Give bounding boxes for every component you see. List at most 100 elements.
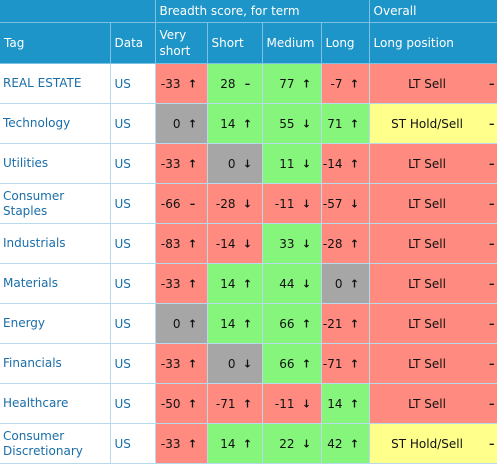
position-label: LT Sell bbox=[408, 396, 446, 411]
table-row[interactable]: Financials US -33 ↑ 0 ↓ 66 ↑ -71 ↑ LT Sell – bbox=[0, 343, 497, 384]
arrow-up-icon: ↑ bbox=[349, 237, 360, 250]
score-value: 14 bbox=[220, 116, 236, 131]
score-value: -66 bbox=[160, 196, 181, 211]
very-short-column-header[interactable]: Very short bbox=[155, 22, 208, 64]
short-score-cell: -71 ↑ bbox=[207, 383, 263, 424]
score-value: -14 bbox=[322, 156, 343, 171]
long-position-column-header[interactable]: Long position bbox=[369, 22, 497, 64]
sector-tag[interactable]: Financials bbox=[0, 343, 111, 384]
table-row[interactable]: Industrials US -83 ↑ -14 ↓ 33 ↓ -28 ↑ LT Sell – bbox=[0, 223, 497, 264]
arrow-up-icon: ↑ bbox=[349, 437, 360, 450]
sector-tag[interactable]: Technology bbox=[0, 103, 111, 144]
score-value: -28 bbox=[322, 236, 343, 251]
medium-column-header[interactable]: Medium bbox=[262, 22, 322, 64]
arrow-up-icon: ↑ bbox=[187, 277, 198, 290]
arrow-up-icon: ↑ bbox=[187, 77, 198, 90]
long-position-cell: LT Sell – bbox=[369, 183, 497, 224]
score-value: 0 bbox=[172, 116, 181, 131]
arrow-down-icon: ↓ bbox=[301, 277, 312, 290]
sector-tag[interactable]: Energy bbox=[0, 303, 111, 344]
arrow-down-icon: ↓ bbox=[242, 237, 253, 250]
very-short-score-cell: -33 ↑ bbox=[155, 343, 208, 384]
score-value: -33 bbox=[160, 76, 181, 91]
score-value: -33 bbox=[160, 276, 181, 291]
very-short-score-cell: -66– bbox=[155, 183, 208, 224]
dash-icon: – bbox=[489, 397, 495, 410]
long-score-cell: -7 ↑ bbox=[321, 63, 370, 104]
table-row[interactable]: Consumer Staples US -66– -28 ↓ -11 ↓ -57 ↓ LT Sel… bbox=[0, 183, 497, 224]
data-column-header[interactable]: Data bbox=[110, 22, 156, 64]
table-row[interactable]: Healthcare US -50 ↑ -71 ↑ -11 ↓ 14 ↑ LT Sell – bbox=[0, 383, 497, 424]
score-value: 14 bbox=[220, 276, 236, 291]
table-row[interactable]: Energy US 0 ↑ 14 ↑ 66 ↑ -21 ↑ LT Sell – bbox=[0, 303, 497, 344]
score-value: -71 bbox=[322, 356, 343, 371]
sector-tag[interactable]: Healthcare bbox=[0, 383, 111, 424]
long-position-cell: LT Sell – bbox=[369, 303, 497, 344]
data-region: US bbox=[110, 343, 156, 384]
score-value: 14 bbox=[220, 316, 236, 331]
medium-score-cell: 33 ↓ bbox=[262, 223, 322, 264]
long-score-cell: -21 ↑ bbox=[321, 303, 370, 344]
overall-group-header: Overall bbox=[369, 0, 497, 23]
arrow-up-icon: ↑ bbox=[349, 317, 360, 330]
dash-icon: – bbox=[244, 77, 251, 90]
dash-icon: – bbox=[489, 157, 495, 170]
tag-column-header[interactable]: Tag bbox=[0, 22, 111, 64]
table-row[interactable]: REAL ESTATE US -33 ↑ 28–77 ↑ -7 ↑ LT Sell – bbox=[0, 63, 497, 104]
sector-tag[interactable]: Industrials bbox=[0, 223, 111, 264]
arrow-down-icon: ↓ bbox=[301, 397, 312, 410]
sector-tag[interactable]: Utilities bbox=[0, 143, 111, 184]
medium-score-cell: 11 ↓ bbox=[262, 143, 322, 184]
long-score-cell: 14 ↑ bbox=[321, 383, 370, 424]
score-value: -21 bbox=[322, 316, 343, 331]
sector-tag[interactable]: Materials bbox=[0, 263, 111, 304]
score-value: 14 bbox=[220, 436, 236, 451]
very-short-score-cell: 0 ↑ bbox=[155, 103, 208, 144]
very-short-score-cell: -33 ↑ bbox=[155, 263, 208, 304]
dash-icon: – bbox=[489, 77, 495, 90]
medium-score-cell: 55 ↓ bbox=[262, 103, 322, 144]
long-score-cell: -14 ↑ bbox=[321, 143, 370, 184]
data-region: US bbox=[110, 263, 156, 304]
score-value: 66 bbox=[279, 316, 295, 331]
long-column-header[interactable]: Long bbox=[321, 22, 370, 64]
long-position-cell: LT Sell – bbox=[369, 343, 497, 384]
long-score-cell: -28 ↑ bbox=[321, 223, 370, 264]
arrow-up-icon: ↑ bbox=[349, 77, 360, 90]
long-score-cell: 71 ↑ bbox=[321, 103, 370, 144]
medium-score-cell: -11 ↓ bbox=[262, 183, 322, 224]
score-value: -83 bbox=[160, 236, 181, 251]
short-score-cell: 0 ↓ bbox=[207, 143, 263, 184]
score-value: 28 bbox=[220, 76, 236, 91]
medium-score-cell: 66 ↑ bbox=[262, 343, 322, 384]
medium-score-cell: 66 ↑ bbox=[262, 303, 322, 344]
score-value: 66 bbox=[279, 356, 295, 371]
score-value: 71 bbox=[327, 116, 343, 131]
table-row[interactable]: Utilities US -33 ↑ 0 ↓ 11 ↓ -14 ↑ LT Sell – bbox=[0, 143, 497, 184]
long-position-cell: LT Sell – bbox=[369, 223, 497, 264]
position-label: LT Sell bbox=[408, 236, 446, 251]
sector-tag[interactable]: Consumer Staples bbox=[0, 183, 111, 224]
score-value: 22 bbox=[279, 436, 295, 451]
arrow-up-icon: ↑ bbox=[187, 357, 198, 370]
arrow-up-icon: ↑ bbox=[187, 437, 198, 450]
sector-tag[interactable]: REAL ESTATE bbox=[0, 63, 111, 104]
short-column-header[interactable]: Short bbox=[207, 22, 263, 64]
arrow-up-icon: ↑ bbox=[242, 437, 253, 450]
dash-icon: – bbox=[489, 237, 495, 250]
sector-tag[interactable]: Consumer Discretionary bbox=[0, 423, 111, 464]
table-row[interactable]: Materials US -33 ↑ 14 ↑ 44 ↓ 0 ↑ LT Sell – bbox=[0, 263, 497, 304]
arrow-up-icon: ↑ bbox=[301, 77, 312, 90]
dash-icon: – bbox=[489, 357, 495, 370]
data-region: US bbox=[110, 223, 156, 264]
data-region: US bbox=[110, 183, 156, 224]
data-region: US bbox=[110, 303, 156, 344]
data-region: US bbox=[110, 143, 156, 184]
table-row[interactable]: Technology US 0 ↑ 14 ↑ 55 ↓ 71 ↑ ST Hold/Sell – bbox=[0, 103, 497, 144]
position-label: LT Sell bbox=[408, 76, 446, 91]
table-row[interactable]: Consumer Discretionary US -33 ↑ 14 ↑ 22 ↓ 42 ↑ ST … bbox=[0, 423, 497, 464]
arrow-up-icon: ↑ bbox=[349, 397, 360, 410]
data-region: US bbox=[110, 383, 156, 424]
arrow-down-icon: ↓ bbox=[301, 197, 312, 210]
